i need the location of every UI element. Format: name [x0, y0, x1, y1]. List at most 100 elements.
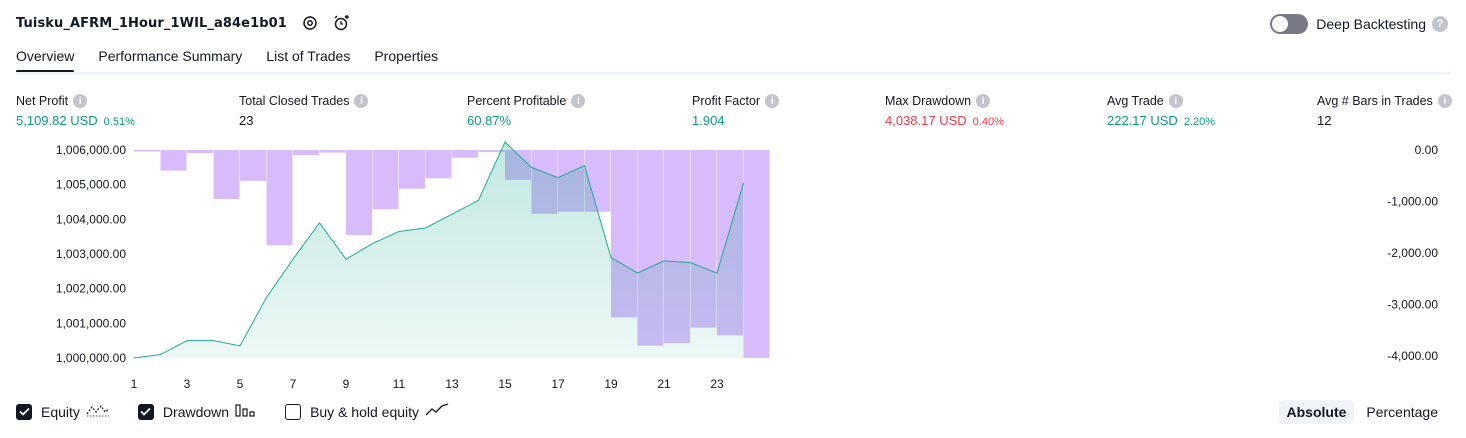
tab-bar: Overview Performance Summary List of Tra…: [16, 48, 462, 73]
x-tick-label: 11: [393, 377, 406, 391]
y-right-tick-label: -1,000.00: [1387, 195, 1438, 209]
stat-percent: 0.51%: [103, 116, 135, 128]
strategy-name: Tuisku_AFRM_1Hour_1WIL_a84e1b01: [16, 15, 287, 31]
x-tick-label: 1: [131, 377, 138, 391]
legend-drawdown-label: Drawdown: [162, 403, 230, 420]
legend-equity[interactable]: Equity: [16, 403, 110, 420]
legend-equity-label: Equity: [41, 403, 80, 420]
y-right-tick-label: 0.00: [1415, 143, 1439, 157]
deep-backtesting: Deep Backtesting ?: [1270, 14, 1448, 34]
chart-mode-switch: Absolute Percentage: [1275, 400, 1447, 424]
drawdown-bar-10: [372, 150, 399, 210]
help-icon[interactable]: ?: [1432, 16, 1448, 32]
y-right-tick-label: -3,000.00: [1387, 298, 1438, 312]
drawdown-bar-14: [478, 150, 505, 153]
info-icon[interactable]: i: [976, 94, 991, 108]
legend-buyhold[interactable]: Buy & hold equity: [285, 403, 449, 420]
tab-overview[interactable]: Overview: [16, 48, 75, 73]
x-tick-label: 9: [343, 377, 350, 391]
drawdown-bar-6: [266, 150, 293, 246]
deep-backtesting-label: Deep Backtesting: [1316, 16, 1426, 32]
y-left-tick-label: 1,001,000.00: [56, 316, 126, 330]
x-tick-label: 15: [498, 377, 512, 391]
stat-value: 60.87%: [467, 113, 512, 128]
stat-label: Max Drawdown: [885, 94, 972, 108]
stat-value: 5,109.82 USD: [16, 113, 98, 128]
equity-area: [134, 142, 744, 358]
stat-profit-factor: Profit Factor i 1.904: [692, 94, 780, 128]
tab-list-of-trades[interactable]: List of Trades: [266, 48, 351, 64]
buyhold-checkbox[interactable]: [285, 403, 302, 420]
settings-icon[interactable]: [301, 14, 319, 32]
stat-value: 1.904: [692, 113, 725, 128]
drawdown-bar-11: [399, 150, 425, 189]
toggle-knob: [1272, 16, 1289, 32]
stat-label: Avg # Bars in Trades: [1317, 94, 1433, 108]
x-tick-label: 5: [237, 377, 244, 391]
drawdown-bar-12: [425, 150, 452, 179]
stat-value: 222.17 USD: [1107, 113, 1178, 128]
deep-backtesting-toggle[interactable]: [1270, 14, 1309, 34]
drawdown-bar-2: [160, 150, 187, 171]
legend-drawdown[interactable]: Drawdown: [137, 403, 257, 420]
x-tick-label: 7: [290, 377, 297, 391]
drawdown-bars-icon: [235, 403, 257, 420]
add-alert-icon[interactable]: [333, 14, 351, 32]
stat-max-drawdown: Max Drawdown i 4,038.17 USD 0.40%: [885, 94, 1004, 128]
stat-value: 23: [239, 113, 254, 128]
x-tick-label: 3: [184, 377, 191, 391]
x-tick-label: 21: [657, 377, 671, 391]
drawdown-bar-5: [240, 150, 266, 181]
drawdown-bar-1: [134, 150, 160, 152]
chart-legend: Equity Drawdown Buy & hold equity: [16, 403, 477, 420]
stat-avg-bars-in-trades: Avg # Bars in Trades i 12: [1317, 94, 1452, 128]
stat-percent: 0.40%: [972, 116, 1004, 128]
drawdown-bar-3: [187, 150, 213, 154]
mode-percentage-button[interactable]: Percentage: [1366, 404, 1438, 420]
equity-checkbox[interactable]: [16, 403, 32, 420]
legend-buyhold-label: Buy & hold equity: [310, 403, 420, 420]
y-right-tick-label: -4,000.00: [1387, 349, 1438, 363]
info-icon[interactable]: i: [1168, 94, 1183, 108]
x-tick-label: 13: [445, 377, 459, 391]
drawdown-bar-9: [346, 150, 372, 235]
info-icon[interactable]: i: [1437, 94, 1452, 108]
info-icon[interactable]: i: [73, 94, 88, 108]
equity-drawdown-chart: 1,000,000.00 1,001,000.00 1,002,000.00 1,00…: [56, 141, 1439, 391]
stat-label: Total Closed Trades: [239, 94, 350, 108]
y-left-tick-label: 1,006,000.00: [56, 143, 126, 157]
stat-label: Avg Trade: [1107, 94, 1164, 108]
y-left-tick-label: 1,003,000.00: [56, 247, 126, 261]
drawdown-bar-8: [319, 150, 346, 153]
mode-absolute-button[interactable]: Absolute: [1278, 400, 1355, 424]
drawdown-bar-4: [213, 150, 240, 199]
tab-performance-summary[interactable]: Performance Summary: [98, 48, 243, 64]
x-tick-label: 19: [604, 377, 618, 391]
y-right-tick-label: -2,000.00: [1387, 246, 1438, 260]
drawdown-bar-13: [452, 150, 478, 158]
equity-line: [133, 141, 744, 359]
drawdown-bar-7: [293, 150, 319, 156]
stat-net-profit: Net Profit i 5,109.82 USD 0.51%: [16, 94, 135, 128]
stat-avg-trade: Avg Trade i 222.17 USD 2.20%: [1107, 94, 1215, 128]
stat-label: Net Profit: [16, 94, 69, 108]
buyhold-line-icon: [425, 403, 449, 420]
drawdown-checkbox[interactable]: [137, 403, 154, 420]
y-left-tick-label: 1,004,000.00: [56, 212, 126, 226]
y-left-tick-label: 1,005,000.00: [56, 178, 126, 192]
stat-value: 4,038.17 USD: [885, 113, 967, 128]
x-tick-label: 17: [551, 377, 565, 391]
y-left-tick-label: 1,002,000.00: [56, 282, 126, 296]
tab-properties[interactable]: Properties: [374, 48, 439, 64]
stat-label: Percent Profitable: [467, 94, 567, 108]
stat-value: 12: [1317, 113, 1332, 128]
info-icon[interactable]: i: [571, 94, 586, 108]
tab-divider: [16, 72, 1450, 75]
equity-line-icon: [86, 403, 110, 420]
info-icon[interactable]: i: [765, 94, 780, 108]
stat-label: Profit Factor: [692, 94, 761, 108]
info-icon[interactable]: i: [354, 94, 369, 108]
drawdown-bar-24: [743, 150, 770, 358]
y-left-tick-label: 1,000,000.00: [56, 351, 126, 365]
stat-total-closed-trades: Total Closed Trades i 23: [239, 94, 369, 128]
